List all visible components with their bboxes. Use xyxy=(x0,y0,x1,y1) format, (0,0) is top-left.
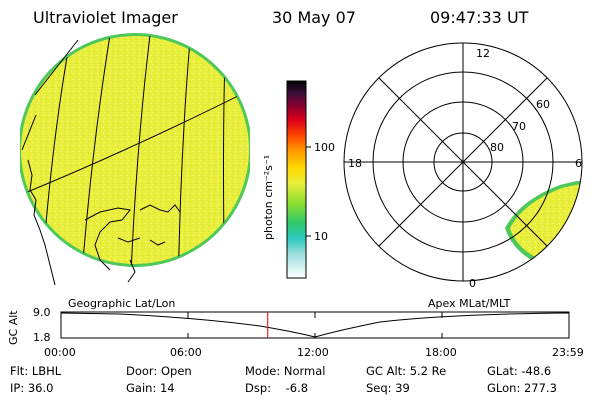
coastline xyxy=(27,159,181,286)
polar-mlt-18: 18 xyxy=(348,157,362,170)
info-gain: Gain: 14 xyxy=(126,381,175,395)
altitude-y-top: 9.0 xyxy=(33,306,51,319)
info-gc-alt: GC Alt: 5.2 Re xyxy=(366,364,447,378)
polar-mlt-0: 0 xyxy=(469,277,476,290)
time-label: 09:47:33 UT xyxy=(430,8,529,27)
info-dsp: Dsp: -6.8 xyxy=(245,381,309,395)
info-mode: Mode: Normal xyxy=(245,364,326,378)
info-ip: IP: 36.0 xyxy=(10,381,54,395)
x-tick-label: 06:00 xyxy=(170,346,202,359)
app-title: Ultraviolet Imager xyxy=(33,8,178,27)
color-bar xyxy=(286,80,311,279)
altitude-curve xyxy=(60,312,570,338)
polar-mlt-12: 12 xyxy=(476,47,490,60)
polar-lat-80: 80 xyxy=(490,141,504,154)
altitude-y-bottom: 1.8 xyxy=(33,331,51,344)
altitude-plot xyxy=(60,311,570,339)
info-glon: GLon: 277.3 xyxy=(487,381,557,395)
colorbar-tick-100: 100 xyxy=(314,141,335,154)
x-tick-label: 00:00 xyxy=(44,346,76,359)
info-seq: Seq: 39 xyxy=(366,381,410,395)
geographic-caption: Geographic Lat/Lon xyxy=(68,297,176,310)
colorbar-tick-10: 10 xyxy=(314,230,328,243)
polar-lat-60: 60 xyxy=(536,98,550,111)
polar-plot xyxy=(343,42,583,282)
apex-caption: Apex MLat/MLT xyxy=(428,297,511,310)
date-label: 30 May 07 xyxy=(272,8,356,27)
x-tick-label: 23:59 xyxy=(552,346,584,359)
info-door: Door: Open xyxy=(126,364,192,378)
x-tick-label: 18:00 xyxy=(425,346,457,359)
info-filter: Flt: LBHL xyxy=(10,364,62,378)
polar-mlt-6: 6 xyxy=(575,157,582,170)
polar-lat-70: 70 xyxy=(512,120,526,133)
colorbar-unit-label: photon cm⁻²s⁻¹ xyxy=(262,154,275,240)
altitude-ylabel: GC Alt xyxy=(7,310,20,345)
geographic-image-panel xyxy=(20,33,250,286)
x-tick-label: 12:00 xyxy=(297,346,329,359)
info-glat: GLat: -48.6 xyxy=(487,364,552,378)
